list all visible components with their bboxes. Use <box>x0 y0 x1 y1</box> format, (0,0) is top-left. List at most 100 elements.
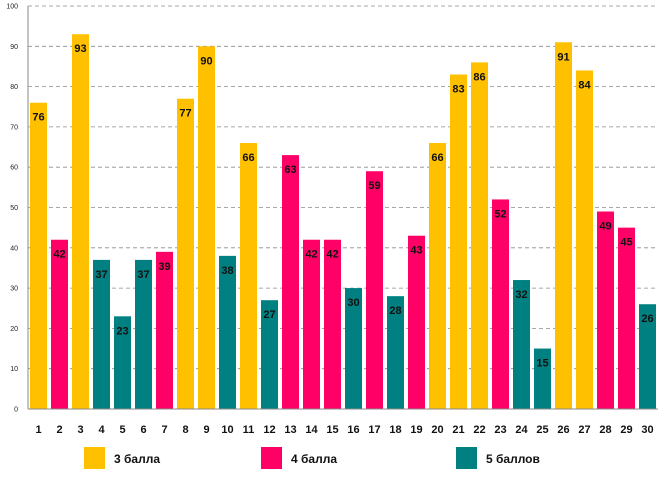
data-label: 37 <box>137 269 149 281</box>
bar-6 <box>135 259 152 409</box>
data-labels: 76 42 93 37 23 37 39 77 90 38 66 27 63 42 42 30 59 28 43 66… <box>32 43 653 369</box>
bar-20 <box>429 143 446 409</box>
x-tick-label: 26 <box>557 424 569 436</box>
bar-19 <box>408 235 425 409</box>
data-label: 23 <box>116 325 128 337</box>
grid-lines <box>28 5 658 370</box>
bar-26 <box>555 42 572 410</box>
bar-29 <box>618 227 635 409</box>
y-tick-label: 10 <box>10 366 18 373</box>
x-tick-label: 23 <box>494 424 506 436</box>
bar-9 <box>198 46 215 410</box>
bar-18 <box>387 296 404 409</box>
bar-10 <box>219 255 236 409</box>
y-tick-label: 90 <box>10 44 18 51</box>
x-tick-label: 1 <box>35 424 41 436</box>
x-tick-label: 27 <box>578 424 590 436</box>
bar-12 <box>261 300 278 409</box>
bar-5 <box>114 316 131 409</box>
bar-13 <box>282 155 299 409</box>
data-label: 86 <box>473 71 485 83</box>
data-label: 30 <box>347 297 359 309</box>
x-tick-label: 29 <box>620 424 632 436</box>
bar-17 <box>366 171 383 409</box>
data-label: 45 <box>620 237 632 249</box>
y-axis: 0 10 20 30 40 50 60 70 80 90 100 <box>6 4 29 414</box>
x-tick-label: 21 <box>452 424 464 436</box>
bars <box>30 34 656 410</box>
bar-28 <box>597 211 614 409</box>
x-tick-label: 13 <box>284 424 296 436</box>
y-tick-label: 60 <box>10 165 18 172</box>
x-tick-label: 8 <box>182 424 188 436</box>
data-label: 32 <box>515 289 527 301</box>
x-tick-label: 11 <box>243 424 255 436</box>
y-tick-label: 50 <box>10 205 18 212</box>
x-tick-label: 12 <box>263 424 275 436</box>
x-tick-label: 2 <box>56 424 62 436</box>
data-label: 59 <box>368 180 380 192</box>
legend-label: 4 балла <box>291 452 337 466</box>
y-tick-label: 20 <box>10 326 18 333</box>
legend-label: 5 баллов <box>486 452 540 466</box>
data-label: 52 <box>494 208 506 220</box>
x-tick-label: 6 <box>140 424 146 436</box>
bar-14 <box>303 239 320 409</box>
data-label: 38 <box>221 265 233 277</box>
x-tick-label: 5 <box>119 424 125 436</box>
x-tick-label: 4 <box>98 424 105 436</box>
bar-27 <box>576 70 593 409</box>
bar-7 <box>156 251 173 409</box>
bar-11 <box>240 143 257 409</box>
x-tick-label: 9 <box>203 424 209 436</box>
data-label: 91 <box>557 51 569 63</box>
x-tick-label: 22 <box>473 424 485 436</box>
x-tick-label: 24 <box>515 424 528 436</box>
data-label: 15 <box>536 358 548 370</box>
bar-23 <box>492 199 509 409</box>
bar-25 <box>534 348 551 409</box>
x-tick-label: 30 <box>641 424 653 436</box>
x-tick-label: 10 <box>221 424 233 436</box>
data-label: 66 <box>431 152 443 164</box>
legend: 3 балла 4 балла 5 баллов <box>84 447 540 469</box>
y-tick-label: 100 <box>6 4 18 11</box>
y-tick-label: 40 <box>10 245 18 252</box>
data-label: 77 <box>179 108 191 120</box>
bar-1 <box>30 102 47 409</box>
legend-swatch <box>456 447 477 469</box>
data-label: 63 <box>284 164 296 176</box>
x-tick-label: 15 <box>326 424 338 436</box>
data-label: 66 <box>242 152 254 164</box>
x-tick-label: 16 <box>347 424 359 436</box>
y-tick-label: 30 <box>10 286 18 293</box>
data-label: 76 <box>32 112 44 124</box>
x-tick-label: 14 <box>305 424 318 436</box>
bar-16 <box>345 288 362 409</box>
data-label: 43 <box>410 245 422 257</box>
y-tick-label: 80 <box>10 84 18 91</box>
bar-24 <box>513 280 530 409</box>
data-label: 84 <box>578 79 591 91</box>
x-tick-label: 19 <box>410 424 422 436</box>
x-tick-label: 3 <box>77 424 83 436</box>
legend-label: 3 балла <box>114 452 160 466</box>
x-tick-label: 17 <box>368 424 380 436</box>
legend-swatch <box>84 447 105 469</box>
x-tick-label: 20 <box>431 424 443 436</box>
data-label: 37 <box>95 269 107 281</box>
bar-3 <box>72 34 89 410</box>
bar-4 <box>93 259 110 409</box>
bar-22 <box>471 62 488 410</box>
data-label: 83 <box>452 84 464 96</box>
data-label: 28 <box>389 305 401 317</box>
data-label: 42 <box>326 249 338 261</box>
x-axis: 1 2 3 4 5 6 7 8 9 10 11 12 13 14 15 16 17 18 19 20 21 22 23 24 2… <box>28 408 658 436</box>
data-label: 90 <box>200 55 212 67</box>
data-label: 26 <box>641 313 653 325</box>
data-label: 49 <box>599 221 611 233</box>
y-tick-label: 0 <box>14 407 18 414</box>
x-tick-label: 7 <box>161 424 167 436</box>
data-label: 42 <box>305 249 317 261</box>
